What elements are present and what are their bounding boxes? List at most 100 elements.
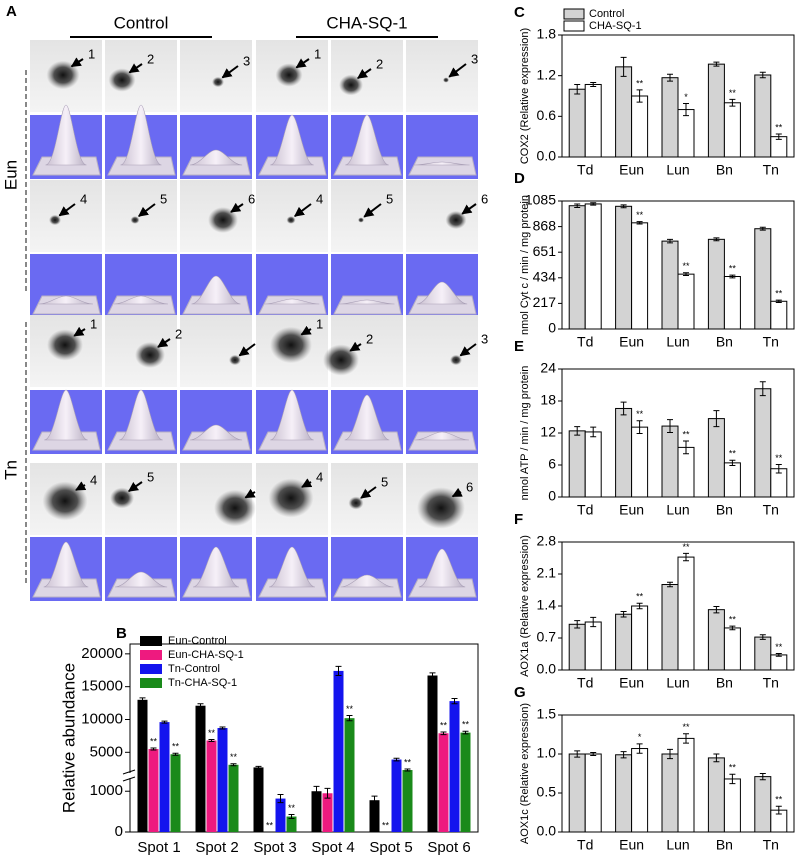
x-tick-label: Td — [577, 334, 593, 350]
bar — [369, 800, 380, 832]
x-tick-label: Bn — [716, 334, 733, 350]
surface-peak — [113, 295, 169, 305]
bar — [344, 718, 355, 832]
gel-spot — [49, 214, 61, 226]
x-tick-label: Tn — [763, 502, 779, 518]
spot-arrow — [230, 202, 244, 213]
significance-label: ** — [775, 453, 783, 463]
x-tick-label: Tn — [763, 837, 779, 853]
surface-peak — [189, 149, 243, 166]
error-bar — [775, 463, 782, 474]
spot-label: 3 — [471, 51, 478, 66]
panel-label: E — [514, 338, 524, 355]
y-axis-label: COX2 (Relative expression) — [519, 28, 531, 164]
error-bar — [667, 73, 673, 82]
bar — [723, 778, 741, 833]
surface-peak — [189, 424, 243, 441]
y-tick-label: 10000 — [81, 710, 123, 727]
bar — [170, 754, 181, 832]
spot-arrow — [363, 203, 382, 218]
bar — [770, 300, 788, 330]
gel-image — [180, 315, 252, 387]
spot-label: 4 — [316, 191, 323, 206]
bar — [253, 767, 264, 832]
spot-arrow — [459, 343, 477, 357]
y-axis-label: AOX1c (Relative expression) — [519, 703, 531, 844]
gel-image — [30, 180, 102, 252]
spot-label: 5 — [160, 191, 167, 206]
spot-label: 1 — [88, 46, 95, 61]
x-tick-label: Td — [577, 675, 593, 691]
error-bar — [775, 133, 782, 140]
bar — [137, 699, 148, 832]
bar — [754, 776, 772, 833]
spot-label: 6 — [481, 191, 488, 206]
bar — [333, 670, 344, 832]
bar — [568, 753, 586, 833]
gel-image — [406, 180, 478, 252]
gel-spot — [286, 216, 296, 224]
surface-peak — [416, 281, 468, 305]
error-bar — [404, 768, 411, 772]
legend-label: Eun-Control — [168, 635, 227, 647]
bar — [391, 759, 402, 832]
error-bar — [620, 56, 627, 77]
significance-label: ** — [230, 752, 238, 762]
significance-label: ** — [682, 542, 690, 552]
bar — [631, 748, 649, 833]
y-tick-label: 0.5 — [537, 784, 557, 800]
y-axis-label: Relative abundance — [59, 663, 78, 813]
error-bar — [683, 552, 689, 562]
error-bar — [729, 773, 736, 785]
bar — [311, 791, 322, 832]
y-axis-label: nmol ATP / min / mg protein — [519, 366, 531, 501]
bar — [228, 764, 239, 832]
error-bar — [288, 813, 295, 820]
error-bar — [172, 752, 179, 756]
error-bar — [429, 672, 436, 679]
significance-label: ** — [775, 642, 783, 652]
significance-label: ** — [729, 763, 737, 773]
spot-label: 2 — [376, 56, 383, 71]
x-tick-label: Lun — [666, 675, 689, 691]
legend-label: CHA-SQ-1 — [589, 20, 642, 32]
bar — [770, 654, 788, 671]
panel-label: A — [6, 3, 17, 20]
surface-plane — [107, 295, 176, 315]
bar — [568, 88, 586, 158]
error-bar — [775, 805, 782, 815]
significance-label: ** — [636, 210, 644, 220]
error-bar — [759, 226, 766, 231]
x-tick-label: Bn — [716, 837, 733, 853]
spot-label: 6 — [466, 479, 473, 494]
surface-peak — [344, 394, 390, 441]
x-tick-label: Lun — [666, 162, 689, 178]
bar — [754, 228, 772, 330]
spot-label: 5 — [381, 474, 388, 489]
spot-label: 6 — [248, 191, 255, 206]
surface-peak — [119, 389, 163, 441]
significance-label: ** — [462, 720, 470, 730]
spot-arrow — [157, 337, 171, 348]
spot-arrow — [451, 487, 463, 498]
error-bar — [574, 750, 581, 758]
error-bar — [683, 272, 689, 277]
bar — [615, 754, 633, 833]
gel-spot — [135, 342, 165, 368]
surface-peak — [414, 431, 470, 441]
error-bar — [255, 765, 262, 769]
spot-arrow — [238, 343, 256, 357]
bar — [438, 733, 449, 832]
bar — [206, 740, 217, 832]
error-bar — [759, 381, 766, 397]
y-tick-label: 18 — [540, 392, 556, 408]
legend-swatch — [140, 636, 162, 646]
error-bar — [620, 610, 627, 618]
bar — [661, 753, 679, 833]
error-bar — [620, 204, 627, 209]
bar — [615, 407, 633, 498]
surface-peak — [45, 104, 87, 166]
spot-label: 1 — [90, 316, 97, 331]
error-bar — [620, 401, 627, 416]
gel-image — [331, 40, 403, 112]
